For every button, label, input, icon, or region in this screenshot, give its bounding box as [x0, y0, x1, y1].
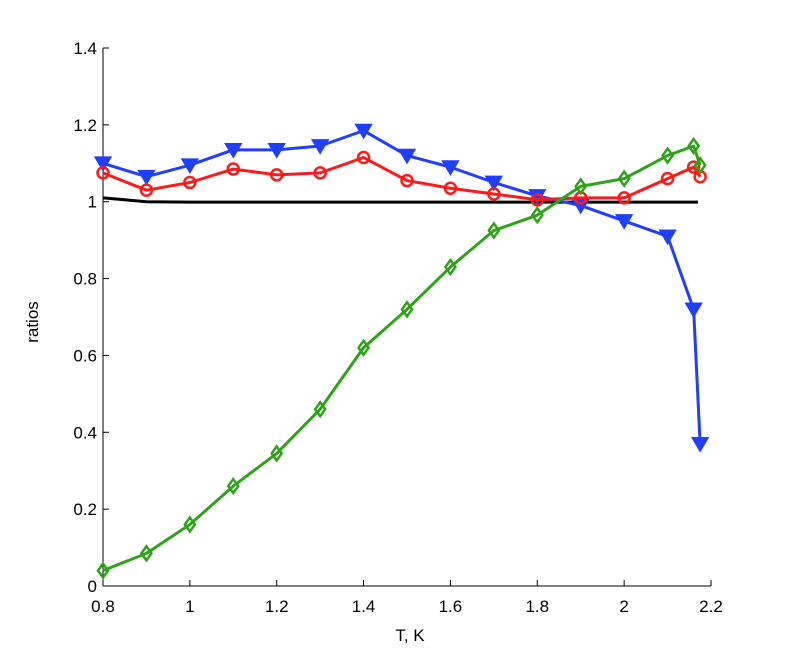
circle-marker [226, 162, 241, 176]
series-line [102, 129, 702, 444]
series-line [102, 156, 702, 202]
diamond-marker [357, 338, 371, 357]
diamond-marker [139, 544, 153, 563]
triangle-down-marker [658, 229, 677, 246]
y-tick-label: 0.6 [73, 346, 97, 365]
x-tick-label: 1.6 [439, 597, 463, 616]
diamond-marker [693, 156, 707, 175]
diamond-marker [443, 257, 457, 277]
diamond-marker [270, 444, 284, 463]
axes: 0.8 1 1.2 1.4 1.6 1.8 2 2.2 0 0.2 0.4 0.6 0.8 1 1.2 1.4 [73, 39, 722, 616]
series-3 [96, 136, 707, 580]
series-layer [93, 123, 710, 580]
circle-marker [686, 160, 701, 174]
y-axis-label: ratios [23, 301, 42, 343]
triangle-down-marker [684, 302, 703, 319]
circle-marker [487, 187, 501, 201]
triangle-down-marker [484, 175, 504, 192]
diamond-marker [183, 515, 197, 534]
y-tick-label: 1.4 [73, 39, 97, 58]
circle-marker [617, 191, 631, 205]
y-tick-label: 0.8 [73, 270, 97, 289]
circle-marker [139, 183, 154, 197]
circle-marker [443, 181, 458, 196]
circle-marker [183, 175, 197, 190]
diamond-marker [313, 400, 327, 419]
diamond-marker [487, 221, 501, 240]
x-tick-label: 0.8 [91, 597, 115, 616]
y-tick-label: 1.2 [73, 116, 97, 135]
y-tick-label: 0.4 [73, 423, 97, 442]
circle-marker [313, 166, 327, 180]
triangle-down-marker [441, 160, 460, 176]
circle-marker [269, 168, 284, 182]
triangle-down-marker [137, 169, 156, 186]
circle-marker [96, 166, 110, 180]
triangle-down-marker [180, 158, 200, 174]
series-line [102, 144, 702, 573]
y-tick-label: 1 [88, 193, 97, 212]
x-tick-label: 1.8 [525, 597, 549, 616]
triangle-down-marker [397, 148, 417, 165]
diamond-marker [530, 206, 544, 225]
x-axis-label: T, K [395, 626, 425, 645]
x-tick-label: 1.2 [265, 597, 289, 616]
series-1 [93, 123, 710, 453]
circle-marker [356, 150, 371, 165]
diamond-marker [226, 476, 240, 496]
triangle-down-marker [354, 123, 373, 140]
x-tick-label: 1 [185, 597, 194, 616]
y-tick-label: 0 [88, 577, 97, 596]
x-tick-label: 2.2 [699, 597, 723, 616]
x-tick-label: 2 [619, 597, 628, 616]
diamond-marker [96, 561, 110, 580]
series-2 [96, 150, 707, 207]
triangle-down-marker [690, 436, 710, 453]
circle-marker [660, 171, 675, 186]
diamond-marker [687, 136, 701, 156]
triangle-down-marker [614, 214, 634, 230]
diamond-marker [574, 177, 588, 196]
diamond-marker [400, 300, 414, 319]
triangle-down-marker [267, 142, 286, 159]
y-tick-label: 0.2 [73, 500, 97, 519]
triangle-down-marker [93, 156, 113, 173]
diamond-marker [617, 169, 631, 188]
triangle-down-marker [310, 139, 330, 155]
circle-marker [400, 173, 414, 188]
circle-marker [530, 193, 545, 207]
x-tick-label: 1.4 [352, 597, 376, 616]
diamond-marker [661, 146, 675, 165]
triangle-down-marker [224, 142, 243, 159]
